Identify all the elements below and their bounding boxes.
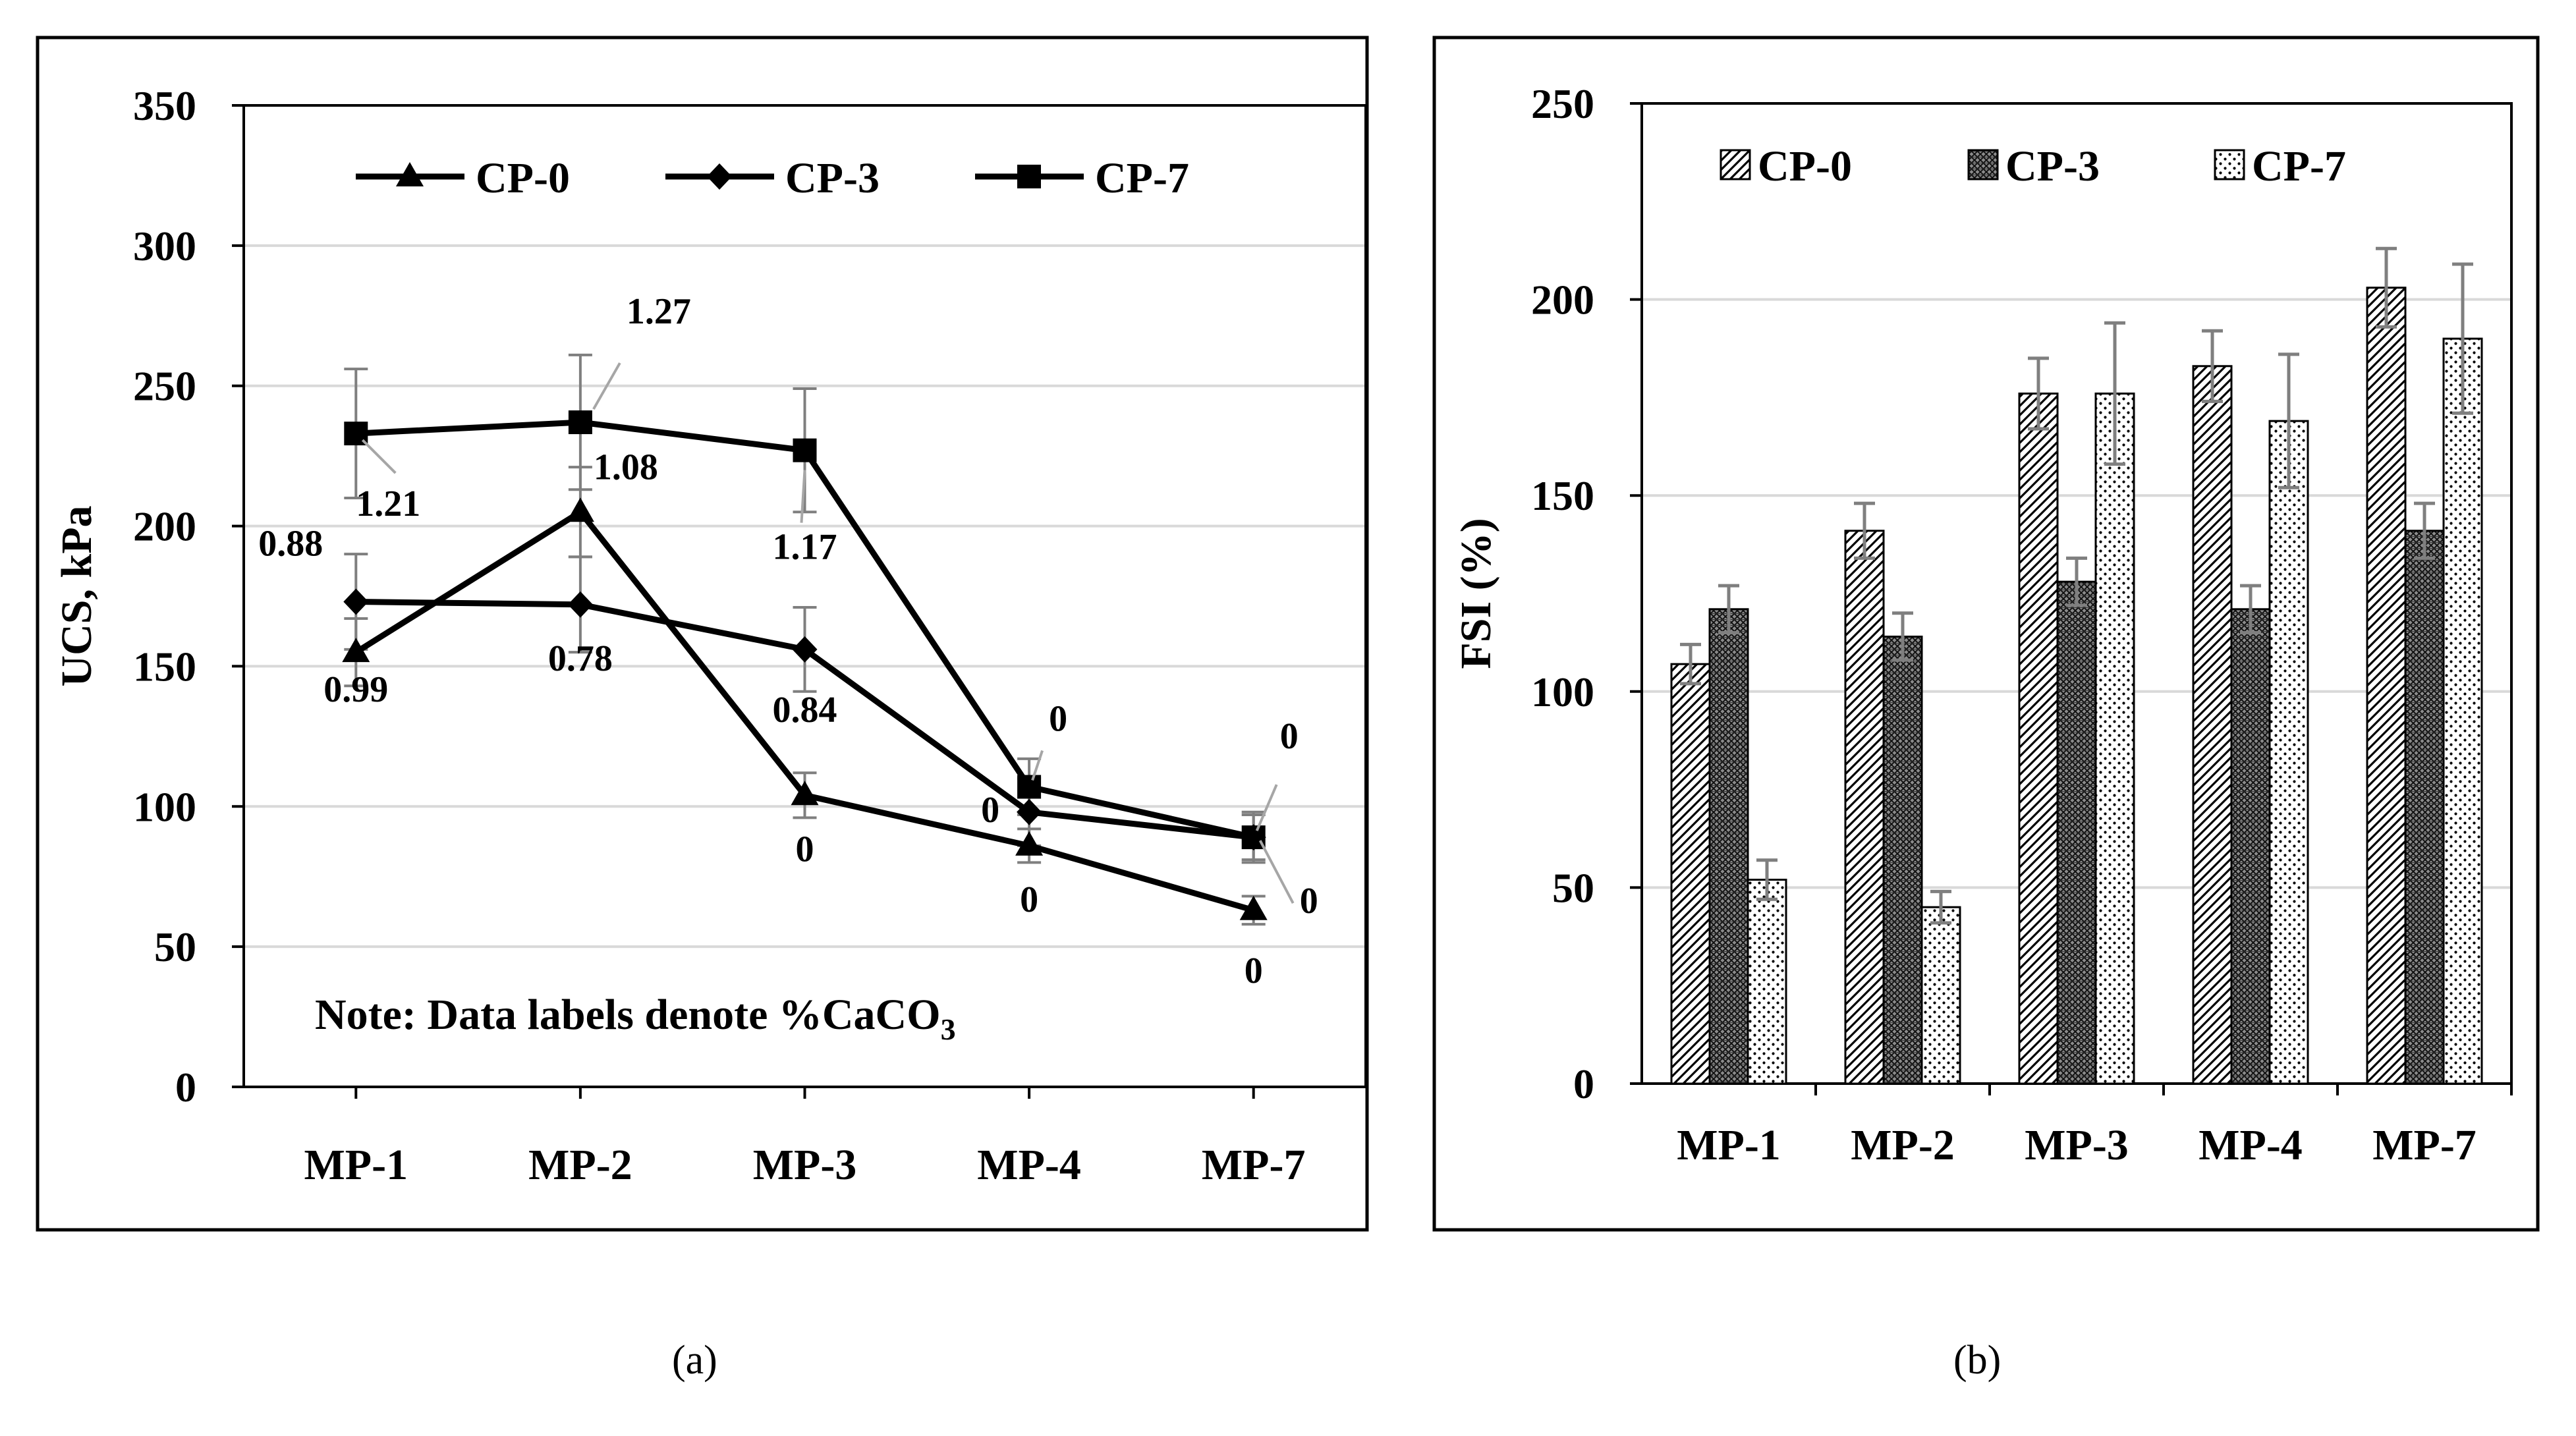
legend-label: CP-0	[1758, 142, 1852, 190]
note-subscript: 3	[941, 1012, 956, 1046]
legend-label: CP-3	[2005, 142, 2100, 190]
bar-cp-3	[1882, 635, 1923, 1085]
legend-label: CP-0	[476, 154, 570, 202]
y-tick-label: 250	[1531, 80, 1594, 127]
y-tick-label: 300	[133, 223, 196, 269]
caption-b: (b)	[1953, 1338, 2002, 1383]
bar-cp-7	[2094, 392, 2135, 1085]
label-leader	[800, 470, 806, 523]
triangle-marker	[566, 497, 594, 522]
bar-cp-3	[1708, 608, 1749, 1085]
legend-swatch	[2214, 149, 2245, 180]
triangle-marker	[396, 162, 424, 186]
y-tick-label: 350	[133, 82, 196, 129]
panel-b-frame	[1432, 36, 2540, 1232]
bar-cp-0	[1670, 663, 1711, 1085]
x-tick-label: MP-3	[753, 1141, 857, 1189]
chart-note: Note: Data labels denote %CaCO3	[315, 991, 956, 1046]
x-tick-label: MP-4	[2198, 1121, 2303, 1169]
bar-cp-0	[1844, 530, 1885, 1085]
y-tick-label: 200	[133, 503, 196, 550]
diamond-marker	[343, 588, 369, 615]
label-leader	[1255, 784, 1278, 831]
y-tick-label: 250	[133, 363, 196, 410]
bar-cp-3	[2056, 580, 2097, 1085]
square-marker	[1017, 775, 1042, 799]
legend-swatch	[1967, 149, 1999, 180]
data-label: 0	[1049, 698, 1067, 739]
triangle-marker	[1015, 831, 1044, 856]
square-marker	[568, 410, 592, 435]
x-tick-label: MP-2	[528, 1141, 632, 1189]
triangle-marker	[342, 638, 370, 663]
data-label: 0.88	[258, 524, 323, 565]
data-label: 0	[796, 829, 814, 870]
data-label: 0.99	[323, 669, 388, 710]
data-label: 0.84	[773, 690, 837, 731]
x-tick-label: MP-7	[2372, 1121, 2477, 1169]
data-label: 0	[1245, 951, 1263, 991]
bar-cp-3	[2230, 608, 2271, 1085]
bar-cp-7	[1747, 878, 1787, 1085]
y-tick-label: 150	[1531, 472, 1594, 519]
triangle-marker	[1239, 895, 1268, 920]
x-tick-label: MP-7	[1202, 1141, 1306, 1189]
x-tick-label: MP-1	[1677, 1121, 1781, 1169]
x-tick-label: MP-3	[2025, 1121, 2129, 1169]
square-marker	[793, 438, 817, 462]
label-leader	[361, 439, 397, 474]
bar-cp-7	[2442, 337, 2483, 1085]
legend-label: CP-7	[1095, 154, 1189, 202]
data-label: 0	[1280, 716, 1299, 757]
note-text: Note: Data labels denote %CaCO	[315, 991, 941, 1039]
y-tick-label: 150	[133, 643, 196, 690]
y-tick-label: 100	[133, 783, 196, 830]
data-label: 0	[1300, 881, 1318, 922]
data-label: 0	[981, 790, 999, 831]
y-tick-label: 0	[175, 1064, 196, 1111]
diamond-marker	[567, 591, 593, 618]
label-leader	[592, 362, 621, 410]
x-tick-label: MP-1	[304, 1141, 408, 1189]
diamond-marker	[707, 163, 732, 190]
data-label: 0.78	[548, 638, 613, 679]
y-axis-title: UCS, kPa	[53, 505, 101, 686]
diamond-marker	[1017, 798, 1042, 825]
bar-cp-7	[2268, 420, 2309, 1085]
y-tick-label: 0	[1573, 1061, 1594, 1107]
bar-cp-0	[2192, 365, 2233, 1085]
x-tick-label: MP-2	[1851, 1121, 1955, 1169]
bar-cp-3	[2404, 530, 2445, 1085]
data-label: 1.08	[594, 447, 658, 487]
diamond-marker	[792, 636, 818, 663]
y-tick-label: 100	[1531, 669, 1594, 715]
legend-swatch	[1720, 149, 1751, 180]
label-leader	[1031, 750, 1044, 781]
fsi-bar-chart: 0 50 100 150 200 250 FSI (%) MP-1 MP-2 MP-3 MP-4 MP…	[1452, 80, 2513, 1169]
y-tick-label: 200	[1531, 277, 1594, 323]
bar-cp-0	[2366, 287, 2407, 1085]
caption-a: (a)	[672, 1338, 717, 1383]
data-label: 1.17	[773, 527, 837, 568]
label-leader	[1258, 840, 1295, 904]
triangle-marker	[791, 781, 819, 806]
y-axis-title: FSI (%)	[1452, 518, 1500, 669]
bar-cp-0	[2018, 392, 2059, 1085]
square-marker	[1017, 165, 1041, 188]
data-label: 1.21	[356, 483, 420, 524]
bar-cp-7	[1920, 906, 1961, 1085]
y-tick-label: 50	[154, 924, 196, 970]
y-tick-label: 50	[1552, 864, 1594, 911]
legend-label: CP-3	[785, 154, 880, 202]
x-tick-label: MP-4	[977, 1141, 1081, 1189]
panel-a-frame	[36, 36, 1369, 1232]
data-label: 1.27	[627, 291, 691, 332]
data-label: 0	[1020, 879, 1038, 920]
legend-label: CP-7	[2252, 142, 2346, 190]
